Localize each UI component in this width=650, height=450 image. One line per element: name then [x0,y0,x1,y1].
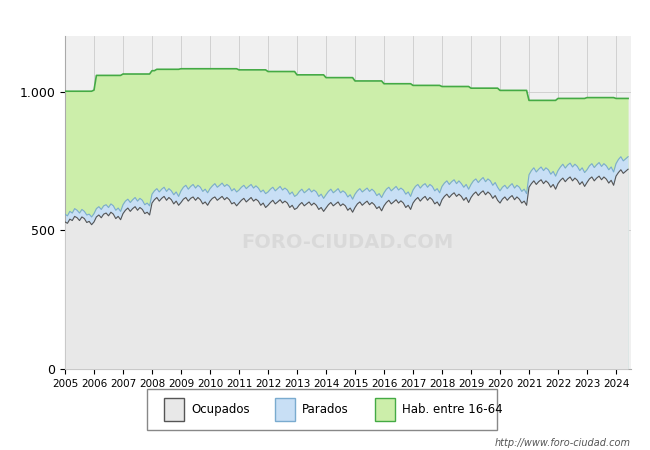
Text: Santa Pau - Evolucion de la poblacion en edad de Trabajar Mayo de 2024: Santa Pau - Evolucion de la poblacion en… [82,10,568,23]
Text: Parados: Parados [302,403,349,416]
Bar [164,398,184,421]
Bar [376,398,395,421]
Text: Hab. entre 16-64: Hab. entre 16-64 [402,403,503,416]
Text: Ocupados: Ocupados [191,403,250,416]
Text: http://www.foro-ciudad.com: http://www.foro-ciudad.com [495,438,630,448]
Bar [276,398,295,421]
Text: FORO-CIUDAD.COM: FORO-CIUDAD.COM [242,233,454,252]
